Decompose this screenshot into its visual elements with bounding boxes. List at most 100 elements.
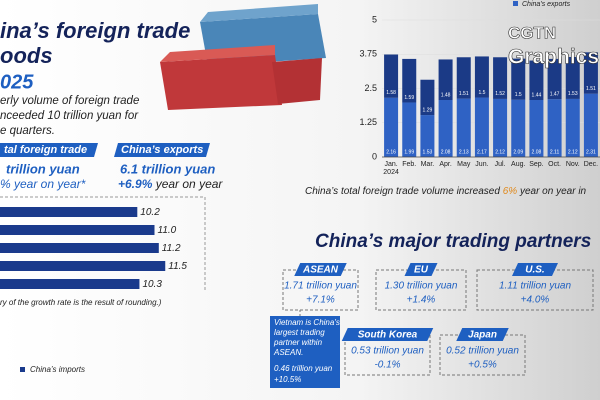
note-text: largest trading: [274, 328, 325, 337]
value-label: 1.51: [586, 86, 596, 92]
value-label: 1.5: [515, 92, 522, 98]
value-label: 2.09: [513, 149, 523, 155]
y-tick-label: 0: [372, 151, 377, 161]
logo-text: Graphics: [508, 46, 599, 69]
value-label: 1.44: [532, 92, 542, 98]
value-label: 2.08: [441, 149, 451, 155]
partner-value: 1.30 trillion yuan: [385, 281, 458, 292]
x-tick-label: May: [457, 161, 471, 168]
x-tick-label: Aug.: [511, 161, 525, 168]
x-tick-label: Jul.: [495, 161, 506, 168]
title: ina’s foreign trade: [0, 18, 190, 43]
legend-swatch: [513, 1, 518, 6]
x-tick-label: Jun.: [475, 161, 488, 168]
y-tick-label: 2.5: [364, 83, 377, 93]
bar-segment: [565, 56, 580, 99]
partner-value: 0.53 trillion yuan: [351, 346, 424, 357]
x-tick-label: Mar.: [421, 161, 435, 168]
bar-segment: [493, 57, 508, 99]
value-label: 1.58: [386, 90, 396, 96]
bar-segment: [529, 60, 544, 101]
caption-part: China’s total foreign trade volume incre…: [305, 186, 503, 197]
x-tick-label: Feb.: [402, 161, 416, 168]
exports-change-line: +6.9% year on year: [118, 177, 223, 191]
title: oods: [0, 43, 53, 68]
partner-tab: [341, 328, 434, 341]
bar-segment: [402, 102, 417, 157]
note-text: Vietnam is China's: [274, 318, 340, 327]
caption-part: 6%: [503, 186, 518, 197]
bar-segment: [384, 97, 399, 157]
label-tab: [0, 143, 98, 157]
note-change: +10.5%: [274, 375, 301, 384]
value-label: 10.3: [142, 279, 162, 290]
value-label: 1.29: [423, 107, 433, 113]
value-label: 11.5: [168, 261, 187, 272]
caption-part: year on year in: [517, 186, 586, 197]
bar-segment: [511, 58, 526, 100]
exports-change-suffix: year on year: [155, 177, 224, 191]
legend-swatch: [20, 367, 25, 372]
bar-segment: [438, 59, 453, 101]
bar-segment: [420, 79, 435, 116]
partner-name: ASEAN: [302, 265, 339, 276]
bar-segment: [474, 56, 489, 98]
total-value: trillion yuan: [6, 161, 80, 176]
partner-name: Japan: [468, 330, 497, 341]
bar: [0, 243, 159, 253]
value-label: 1.48: [441, 92, 451, 98]
caption: China’s total foreign trade volume incre…: [305, 186, 587, 197]
value-label: 1.52: [495, 91, 505, 97]
value-label: 10.2: [140, 207, 160, 218]
logo-text: CGTN: [508, 23, 556, 42]
containers-illustration: [160, 4, 326, 110]
total-label: tal foreign trade: [4, 144, 87, 156]
bar-segment: [547, 99, 562, 157]
x-tick-label: Sep.: [529, 161, 543, 168]
bar-segment: [420, 115, 435, 157]
exports-label: China’s exports: [121, 144, 203, 156]
bar: [0, 279, 140, 289]
value-label: 2.12: [568, 149, 578, 155]
partner-name: U.S.: [525, 265, 544, 276]
bar-segment: [529, 100, 544, 157]
bar-segment: [384, 54, 399, 98]
partner-change: -0.1%: [374, 360, 400, 371]
legend-label: China’s imports: [30, 365, 85, 374]
bar-segment: [565, 98, 580, 157]
value-label: 2.16: [386, 149, 396, 155]
value-label: 2.13: [459, 149, 469, 155]
value-label: 1.53: [568, 91, 578, 97]
year: 025: [0, 71, 34, 93]
bar-segment: [456, 57, 471, 99]
partner-change: +0.5%: [468, 360, 497, 371]
partner-tab: [512, 263, 558, 276]
note-text: partner within: [273, 338, 323, 347]
partner-tab: [404, 263, 438, 276]
value-label: 2.31: [586, 149, 596, 155]
intro-text: nceeded 10 trillion yuan for: [0, 110, 139, 122]
label-tab: [114, 143, 210, 157]
x-tick-label: Oct.: [548, 161, 561, 168]
value-label: 2.11: [550, 149, 560, 155]
value-label: 2.12: [495, 149, 505, 155]
intro-text: erly volume of foreign trade: [0, 95, 139, 107]
x-tick-label: Apr.: [439, 161, 452, 168]
partners-title: China’s major trading partners: [315, 231, 591, 252]
note-text: ASEAN.: [273, 348, 303, 357]
exports-change: +6.9%: [118, 177, 153, 191]
partner-change: +1.4%: [407, 295, 436, 306]
value-label: 1.47: [550, 92, 560, 98]
note-value: 0.46 trillion yuan: [274, 364, 333, 373]
partner-value: 1.11 trillion yuan: [499, 281, 572, 292]
value-label: 1.53: [423, 149, 433, 155]
total-change: % year on year*: [0, 177, 86, 191]
value-label: 1.99: [404, 149, 414, 155]
x-tick-label: Dec.: [584, 161, 598, 168]
bar-segment: [583, 52, 598, 94]
exports-value: 6.1 trillion yuan: [120, 161, 215, 176]
bar: [0, 261, 166, 271]
bar-segment: [438, 100, 453, 157]
bar: [0, 225, 155, 235]
intro-text: e quarters.: [0, 125, 55, 137]
